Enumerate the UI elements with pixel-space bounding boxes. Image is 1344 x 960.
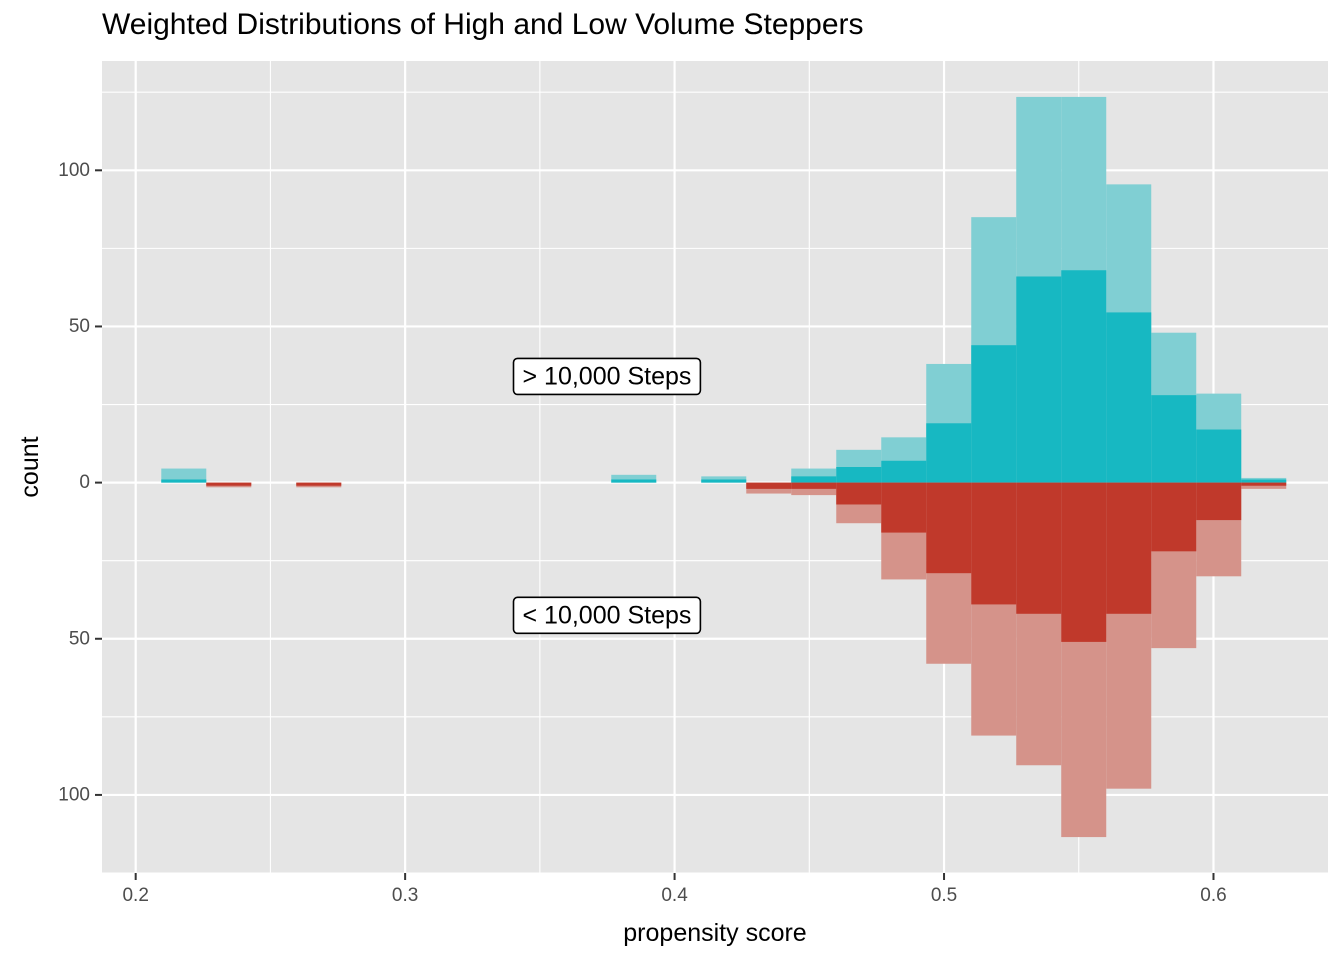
histogram-bar [161,468,207,483]
annotation-box [512,596,702,635]
y-tick-label: 50 [69,628,90,649]
x-tick-label: 0.4 [661,885,688,906]
annotations: > 10,000 Steps < 10,000 Steps [512,357,702,635]
histogram-bar [1106,482,1152,614]
annotation-label: < 10,000 Steps [512,596,702,635]
annotation-label: > 10,000 Steps [512,357,702,396]
histogram-bar [1106,312,1152,483]
histogram-bar [971,482,1017,605]
histogram-bar [1241,479,1287,483]
x-tick-label: 0.5 [931,885,957,906]
histogram-bar [1151,395,1197,483]
x-axis-title: propensity score [623,919,806,947]
histogram-bar [296,482,342,486]
histogram-bar [1016,276,1062,483]
histogram-bar [206,482,252,486]
axes: 0.2 0.3 0.4 0.5 0.6 100 50 0 50 100 [58,160,1226,906]
histogram-bar [1196,482,1242,521]
histogram-bar [1016,482,1062,614]
histogram-bar [926,423,972,483]
histogram-bar [836,467,882,483]
histogram-bar [881,460,927,483]
histogram-bar [611,479,657,483]
histogram-bar [746,482,792,489]
histogram-bar [926,482,972,574]
histogram-bar [791,476,837,483]
y-tick-label: 50 [69,316,90,337]
histogram-bar [1151,482,1197,552]
annotation-text: > 10,000 Steps [523,362,692,390]
chart-title: Weighted Distributions of High and Low V… [102,8,864,41]
x-tick-label: 0.3 [392,885,418,906]
histogram-bar [1241,482,1287,486]
histogram-bar [1061,270,1107,483]
histogram-bar [161,479,207,483]
histogram-bar [1196,429,1242,483]
y-tick-label: 0 [79,472,90,493]
histogram-bars [161,96,1287,838]
x-tick-label: 0.6 [1200,885,1226,906]
histogram-bar [611,474,657,483]
y-tick-label: 100 [58,160,90,181]
histogram-bar [791,482,837,489]
histogram-bar [881,482,927,533]
annotation-text: < 10,000 Steps [523,601,692,629]
histogram-bar [1061,482,1107,642]
y-axis-title: count [16,436,44,497]
histogram-bar [701,479,747,483]
x-tick-label: 0.2 [122,885,148,906]
annotation-box [512,357,702,396]
histogram-bar [836,482,882,505]
y-tick-label: 100 [58,784,90,805]
histogram-bar [971,345,1017,483]
